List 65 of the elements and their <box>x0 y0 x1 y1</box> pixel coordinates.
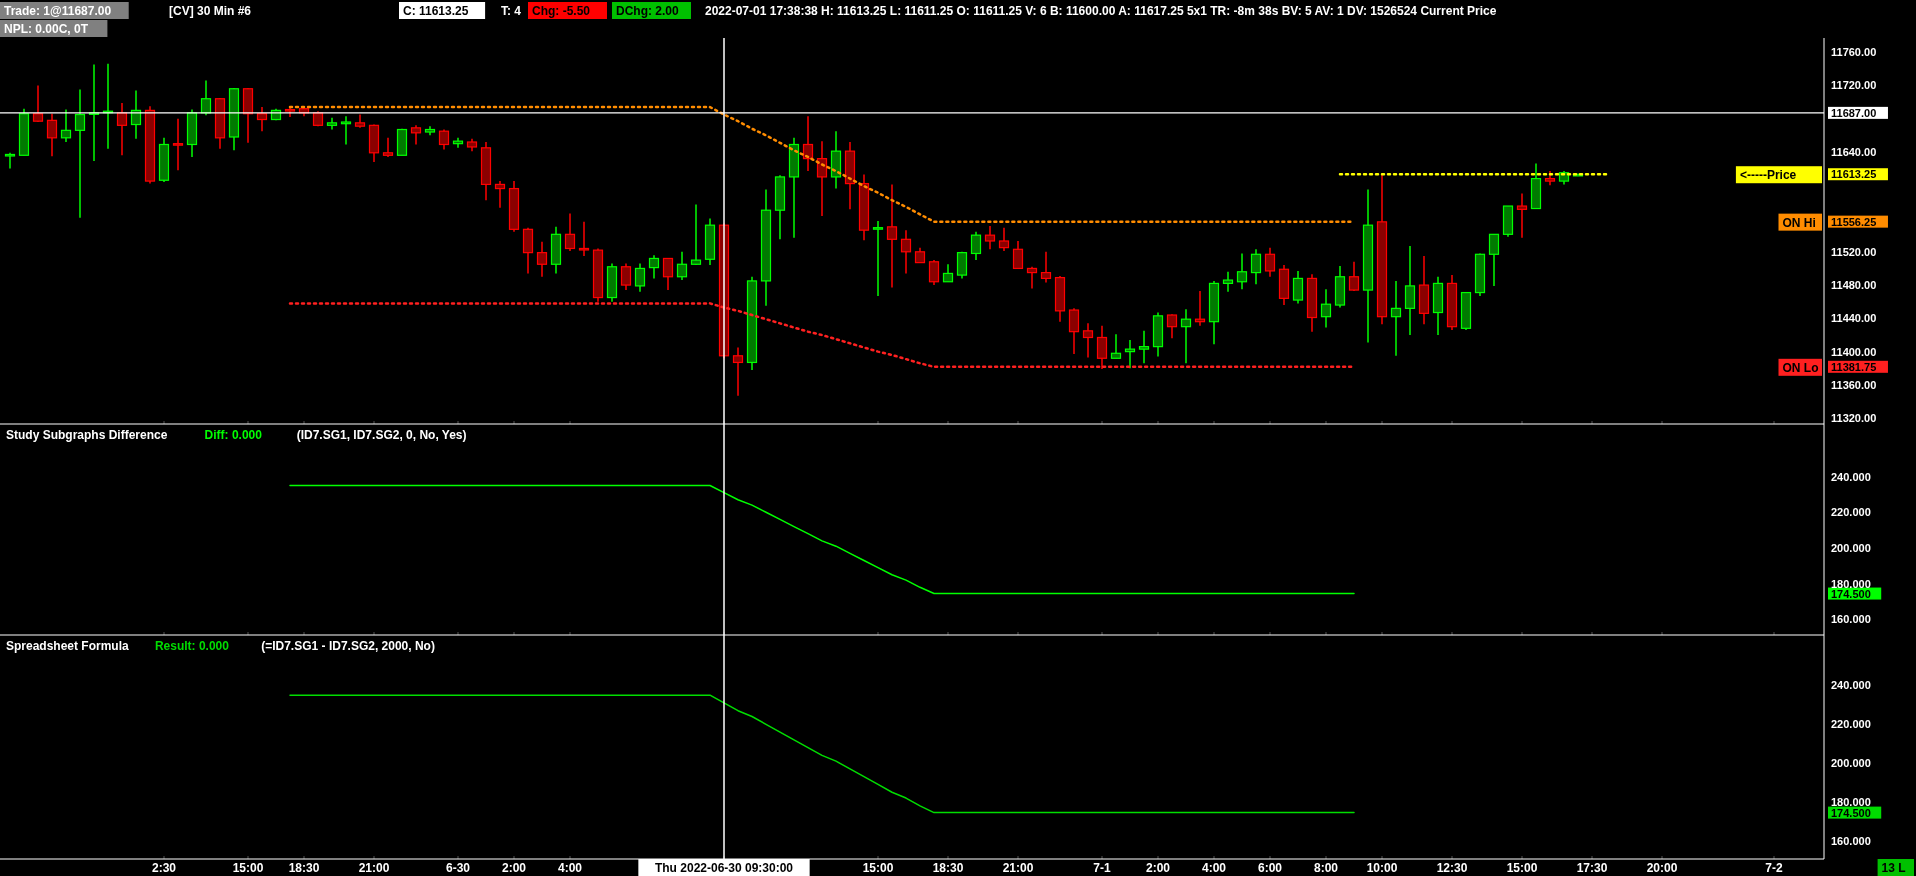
legend-label: ON Lo <box>1782 360 1819 375</box>
x-tick-label: 21:00 <box>358 861 390 875</box>
y-tick-label: 220.000 <box>1831 718 1871 731</box>
x-tick-label: 8:00 <box>1313 861 1339 875</box>
y-tick-label: 240.000 <box>1831 679 1871 692</box>
text: 2022-07-01 17:38:38 H: 11613.25 L: 11611.25 O: 11611.25 V: 6 B: 11600.00 A: 11617.25 5x1 TR: -8m 38s BV: 5 AV: 1 DV: 1526524 Current Price <box>705 4 1497 18</box>
y-tick-label: 11720.00 <box>1831 79 1877 92</box>
y-tick-label: 11480.00 <box>1831 279 1877 292</box>
text: Result: 0.000 <box>154 639 230 653</box>
y-tick-label: 11520.00 <box>1831 245 1877 258</box>
y-tick-label: 11320.00 <box>1831 412 1877 425</box>
y-tick-label: 11400.00 <box>1831 345 1877 358</box>
text: Chg: -5.50 <box>532 4 591 18</box>
text: Diff: 0.000 <box>204 428 263 442</box>
y-tick-label: 220.000 <box>1831 506 1871 519</box>
x-tick-label: Thu 2022-06-30 09:30:00 <box>654 861 794 875</box>
text: T: 4 <box>501 4 522 18</box>
text: 13 L <box>1881 861 1906 875</box>
x-tick-label: 15:00 <box>232 861 264 875</box>
x-tick-label: 12:30 <box>1436 861 1468 875</box>
y-tick-label: 11440.00 <box>1831 312 1877 325</box>
x-tick-label: 2:00 <box>501 861 527 875</box>
x-tick-label: 6-30 <box>445 861 471 875</box>
x-tick-label: 7-1 <box>1093 861 1111 875</box>
x-tick-label: 15:00 <box>1506 861 1538 875</box>
text: [CV] 30 Min #6 <box>169 4 252 18</box>
x-tick-label: 4:00 <box>557 861 583 875</box>
y-tick-label: 174.500 <box>1831 806 1871 819</box>
x-tick-label: 2:30 <box>151 861 177 875</box>
y-tick-label: 160.000 <box>1831 834 1871 847</box>
y-tick-label: 11640.00 <box>1831 145 1877 158</box>
y-tick-label: 180.000 <box>1831 577 1871 590</box>
x-tick-label: 10:00 <box>1366 861 1398 875</box>
text: Trade: 1@11687.00 <box>4 4 112 18</box>
x-tick-label: 2:00 <box>1145 861 1171 875</box>
x-tick-label: 7-2 <box>1765 861 1783 875</box>
x-tick-label: 20:00 <box>1646 861 1678 875</box>
y-tick-label: 240.000 <box>1831 470 1871 483</box>
y-tick-label: 180.000 <box>1831 795 1871 808</box>
chart-title: Study Subgraphs Difference <box>6 428 168 442</box>
ref-line-label: 11687.00 <box>1831 106 1877 119</box>
y-tick-label: 160.000 <box>1831 613 1871 626</box>
y-tick-label: 11381.75 <box>1831 360 1877 373</box>
x-tick-label: 6:00 <box>1257 861 1283 875</box>
text: NPL: 0.00C, 0T <box>4 22 89 36</box>
x-tick-label: 18:30 <box>932 861 964 875</box>
chart-title: Spreadsheet Formula <box>6 639 130 653</box>
y-tick-label: 11613.25 <box>1831 168 1877 181</box>
x-tick-label: 15:00 <box>862 861 894 875</box>
x-tick-label: 18:30 <box>288 861 320 875</box>
y-tick-label: 200.000 <box>1831 541 1871 554</box>
y-tick-label: 200.000 <box>1831 757 1871 770</box>
x-tick-label: 21:00 <box>1002 861 1034 875</box>
legend-label: ON Hi <box>1782 215 1816 230</box>
x-tick-label: 4:00 <box>1201 861 1227 875</box>
text: DChg: 2.00 <box>616 4 679 18</box>
y-tick-label: 174.500 <box>1831 587 1871 600</box>
annotation: (ID7.SG1, ID7.SG2, 0, No, Yes) <box>296 428 467 442</box>
y-tick-label: 11360.00 <box>1831 378 1877 391</box>
text: <-----Price <box>1739 168 1797 183</box>
y-tick-label: 11760.00 <box>1831 46 1877 59</box>
annotation: (=ID7.SG1 - ID7.SG2, 2000, No) <box>261 639 435 653</box>
x-tick-label: 17:30 <box>1576 861 1608 875</box>
y-tick-label: 11556.25 <box>1831 215 1877 228</box>
text: C: 11613.25 <box>403 4 469 18</box>
